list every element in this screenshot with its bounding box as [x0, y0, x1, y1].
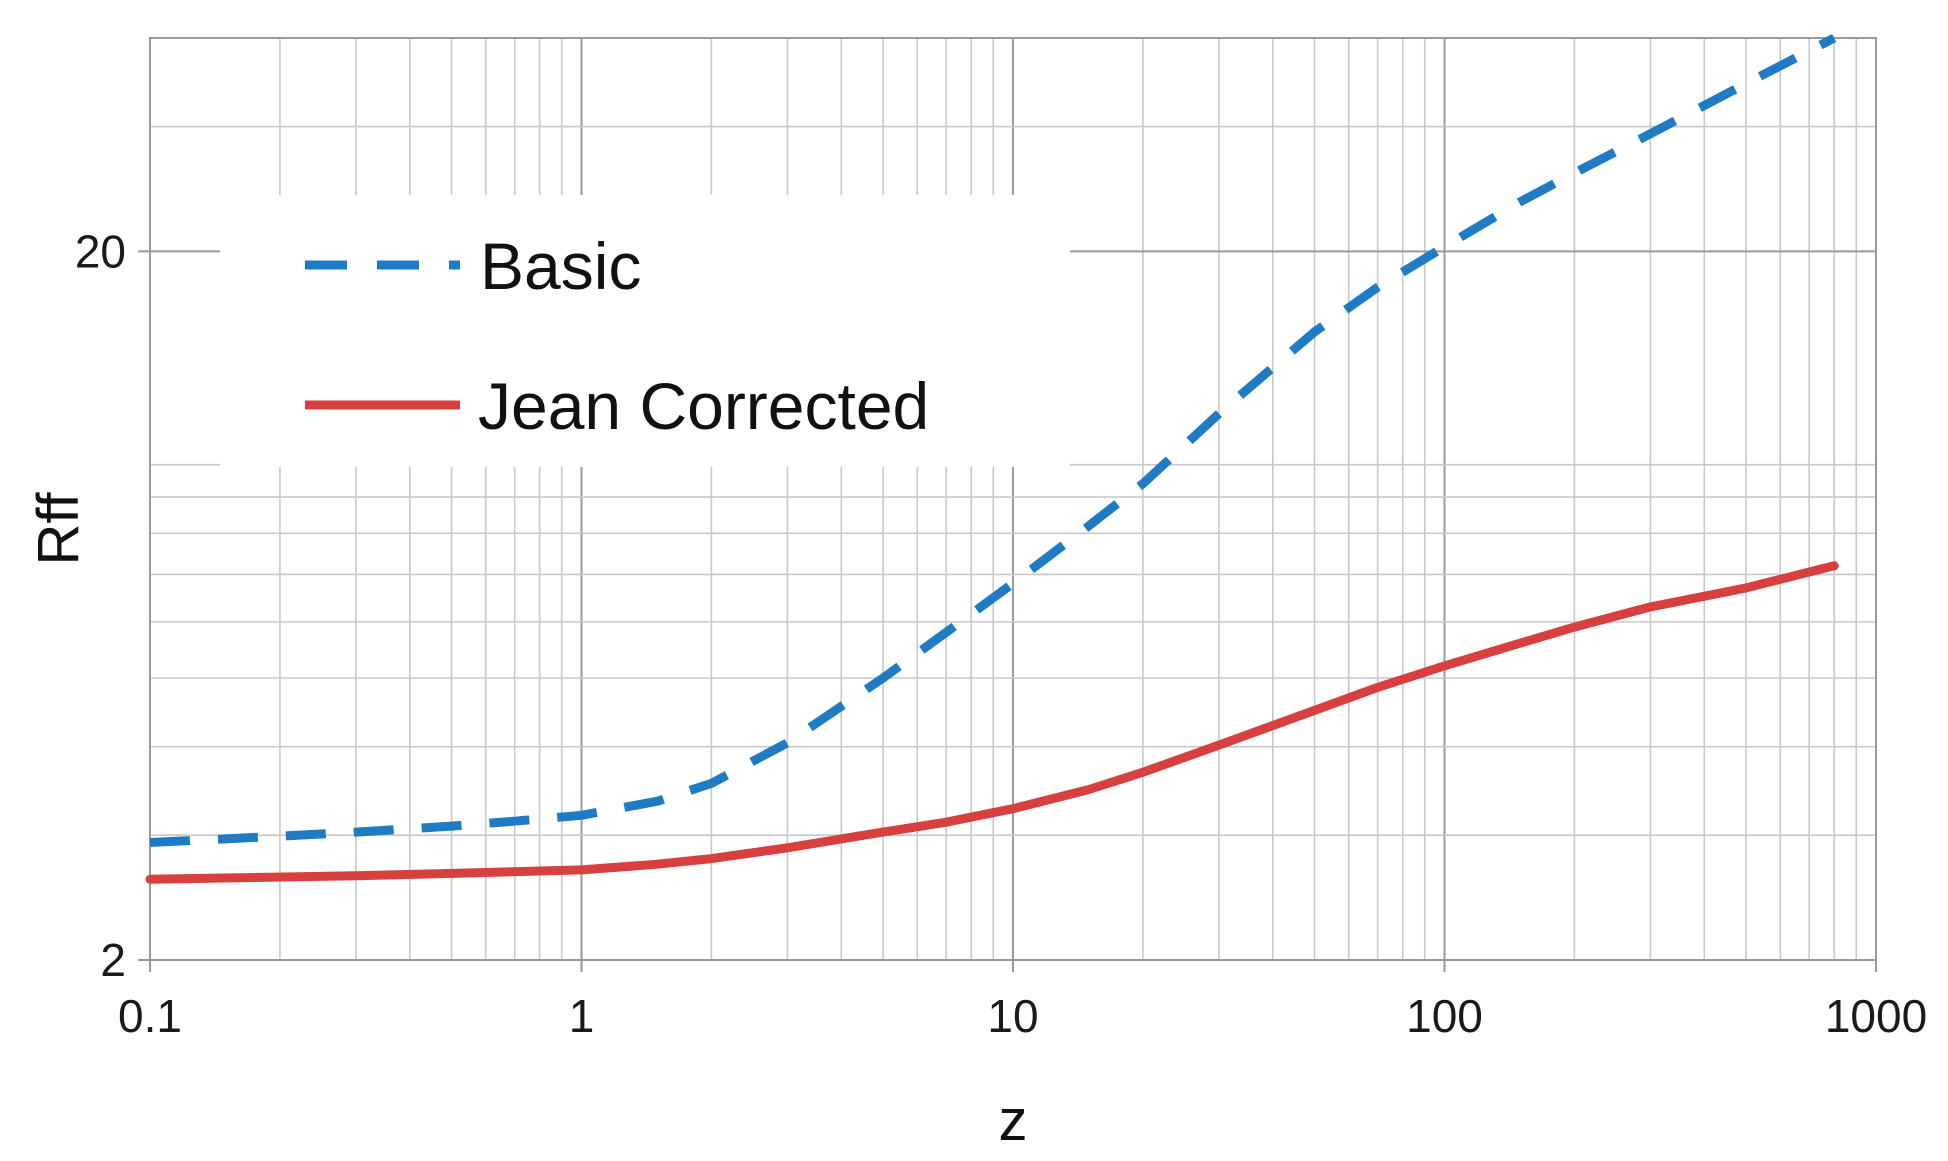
data-point-basic	[1520, 201, 1521, 202]
data-point-basic	[1574, 172, 1575, 173]
data-point-jean-corrected	[1142, 772, 1143, 773]
data-point-basic	[355, 832, 356, 833]
x-tick-label: 100	[1406, 990, 1483, 1042]
data-point-basic	[1444, 246, 1445, 247]
data-point-basic	[1142, 483, 1143, 484]
data-point-jean-corrected	[451, 873, 452, 874]
data-point-basic	[1650, 133, 1651, 134]
data-point-jean-corrected	[1520, 643, 1521, 644]
data-point-basic	[1377, 287, 1378, 288]
data-point-basic	[1834, 38, 1835, 39]
legend-box	[220, 195, 1070, 467]
y-tick-label: 2	[100, 934, 126, 986]
x-axis-title: z	[999, 1088, 1028, 1153]
data-point-basic	[1746, 83, 1747, 84]
data-point-basic	[1314, 331, 1315, 332]
data-point-jean-corrected	[1088, 789, 1089, 790]
data-point-basic	[1088, 525, 1089, 526]
data-point-basic	[883, 677, 884, 678]
series-line-basic	[149, 34, 1837, 847]
data-point-basic	[514, 821, 515, 822]
x-tick-label: 1000	[1825, 990, 1927, 1042]
grid-layer	[149, 37, 1876, 961]
data-point-jean-corrected	[946, 822, 947, 823]
y-tick-label: 20	[75, 225, 126, 277]
x-tick-label: 10	[987, 990, 1038, 1042]
data-point-jean-corrected	[1834, 565, 1835, 566]
y-axis-title: Rff	[26, 492, 91, 566]
data-point-basic	[1013, 583, 1014, 584]
data-point-jean-corrected	[1444, 665, 1445, 666]
data-point-jean-corrected	[711, 858, 712, 859]
data-point-jean-corrected	[355, 875, 356, 876]
data-point-jean-corrected	[1746, 587, 1747, 588]
data-point-jean-corrected	[1650, 606, 1651, 607]
data-point-jean-corrected	[1314, 710, 1315, 711]
data-point-jean-corrected	[883, 832, 884, 833]
data-point-jean-corrected	[150, 879, 151, 880]
legend-label-jean-corrected: Jean Corrected	[478, 369, 929, 443]
data-point-basic	[279, 836, 280, 837]
data-point-basic	[1218, 413, 1219, 414]
data-point-basic	[657, 801, 658, 802]
data-point-jean-corrected	[1218, 745, 1219, 746]
data-point-basic	[711, 783, 712, 784]
data-point-basic	[451, 826, 452, 827]
data-point-basic	[946, 632, 947, 633]
tick-labels: 0.1 1 10 100 1000 2 20	[75, 225, 1927, 1042]
data-point-jean-corrected	[1377, 687, 1378, 688]
legend: Basic Jean Corrected	[220, 195, 1070, 467]
data-point-basic	[787, 742, 788, 743]
data-point-jean-corrected	[787, 847, 788, 848]
x-tick-label: 1	[569, 990, 595, 1042]
series-layer	[145, 34, 1839, 884]
data-point-jean-corrected	[581, 869, 582, 870]
legend-label-basic: Basic	[480, 229, 641, 303]
series-line-jean-corrected	[145, 561, 1839, 884]
data-point-jean-corrected	[1574, 627, 1575, 628]
data-point-jean-corrected	[657, 864, 658, 865]
x-tick-label: 0.1	[118, 990, 182, 1042]
data-point-jean-corrected	[1013, 808, 1014, 809]
data-point-basic	[150, 842, 151, 843]
data-point-basic	[581, 815, 582, 816]
